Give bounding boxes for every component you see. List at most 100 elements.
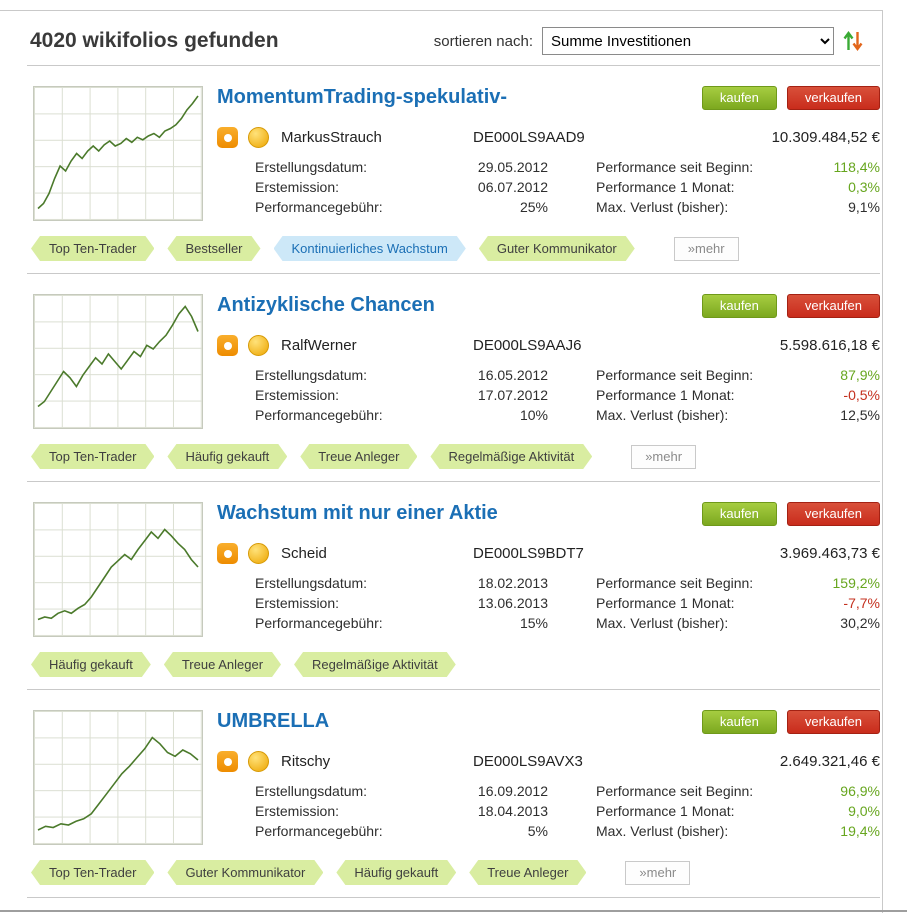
card-details: UMBRELLA kaufen verkaufen Ritschy DE000L… xyxy=(203,710,880,845)
tag-top-ten-trader[interactable]: Top Ten-Trader xyxy=(31,236,154,261)
card-main: UMBRELLA kaufen verkaufen Ritschy DE000L… xyxy=(27,710,880,845)
tag-top-ten-trader[interactable]: Top Ten-Trader xyxy=(31,444,154,469)
key-figures-row: Performancegebühr: 25% Max. Verlust (bis… xyxy=(255,197,880,217)
badge-dot-icon xyxy=(223,133,232,142)
isin-code: DE000LS9AVX3 xyxy=(473,753,583,770)
key-figures: Erstellungsdatum: 29.05.2012 Performance… xyxy=(255,157,880,217)
performance-chart-thumbnail[interactable] xyxy=(33,502,203,637)
value-issued: 06.07.2012 xyxy=(477,179,548,195)
tag-häufig-gekauft[interactable]: Häufig gekauft xyxy=(167,444,287,469)
results-header: 4020 wikifolios gefunden sortieren nach:… xyxy=(0,11,882,65)
tag-treue-anleger[interactable]: Treue Anleger xyxy=(300,444,417,469)
sparkline-chart xyxy=(37,528,199,621)
key-figures-row: Performancegebühr: 15% Max. Verlust (bis… xyxy=(255,613,880,633)
tag-kontinuierliches-wachstum[interactable]: Kontinuierliches Wachstum xyxy=(274,236,466,261)
value-issued: 13.06.2013 xyxy=(477,595,548,611)
sort-direction-icon[interactable] xyxy=(842,29,864,53)
value-perf-begin: 118,4% xyxy=(833,159,880,175)
performance-chart-thumbnail[interactable] xyxy=(33,86,203,221)
wikifolio-title-link[interactable]: UMBRELLA xyxy=(217,710,330,732)
tag-top-ten-trader[interactable]: Top Ten-Trader xyxy=(31,860,154,885)
wikifolio-title-link[interactable]: MomentumTrading-spekulativ- xyxy=(217,86,508,108)
sort-dropdown[interactable]: Summe Investitionen xyxy=(542,27,834,55)
medal-icon xyxy=(248,751,269,772)
value-created: 16.05.2012 xyxy=(477,367,548,383)
label-perf-begin: Performance seit Beginn: xyxy=(596,575,754,591)
sparkline-chart xyxy=(37,95,199,210)
buy-button[interactable]: kaufen xyxy=(701,710,777,734)
tags-row: Top Ten-Trader Häufig gekauft Treue Anlege… xyxy=(31,444,880,469)
wikifolio-card: MomentumTrading-spekulativ- kaufen verka… xyxy=(27,65,880,273)
tag-bestseller[interactable]: Bestseller xyxy=(167,236,260,261)
isin-code: DE000LS9AAJ6 xyxy=(473,337,582,354)
more-button[interactable]: »mehr xyxy=(625,860,691,885)
sparkline-chart xyxy=(37,305,199,408)
tag-treue-anleger[interactable]: Treue Anleger xyxy=(164,652,281,677)
wikifolio-card: Wachstum mit nur einer Aktie kaufen verk… xyxy=(27,481,880,689)
value-perf-month: -0,5% xyxy=(843,387,880,403)
label-issued: Erstemission: xyxy=(255,595,340,611)
isin-code: DE000LS9BDT7 xyxy=(473,545,584,562)
sell-button[interactable]: verkaufen xyxy=(786,710,880,734)
buy-button[interactable]: kaufen xyxy=(701,86,777,110)
trade-buttons: kaufen verkaufen xyxy=(701,710,880,734)
value-fee: 5% xyxy=(527,823,548,839)
results-panel: 4020 wikifolios gefunden sortieren nach:… xyxy=(0,10,883,913)
wikifolio-card: UMBRELLA kaufen verkaufen Ritschy DE000L… xyxy=(27,689,880,897)
wikifolio-title-link[interactable]: Antizyklische Chancen xyxy=(217,294,435,316)
tag-regelmäßige-aktivität[interactable]: Regelmäßige Aktivität xyxy=(294,652,456,677)
invested-amount: 5.598.616,18 € xyxy=(779,337,880,354)
wikifolio-title-link[interactable]: Wachstum mit nur einer Aktie xyxy=(217,502,498,524)
label-perf-month: Performance 1 Monat: xyxy=(596,387,735,403)
trade-buttons: kaufen verkaufen xyxy=(701,294,880,318)
label-fee: Performancegebühr: xyxy=(255,615,383,631)
wikifolio-badge-icon xyxy=(217,127,238,148)
tag-regelmäßige-aktivität[interactable]: Regelmäßige Aktivität xyxy=(430,444,592,469)
invested-amount: 2.649.321,46 € xyxy=(779,753,880,770)
value-issued: 18.04.2013 xyxy=(477,803,548,819)
trader-row: Scheid DE000LS9BDT7 3.969.463,73 € xyxy=(217,543,880,564)
more-button[interactable]: »mehr xyxy=(673,236,739,261)
sort-controls: sortieren nach: Summe Investitionen xyxy=(434,27,864,55)
trader-name[interactable]: RalfWerner xyxy=(281,337,357,354)
trade-buttons: kaufen verkaufen xyxy=(701,502,880,526)
performance-chart-thumbnail[interactable] xyxy=(33,294,203,429)
medal-icon xyxy=(248,127,269,148)
trader-name[interactable]: Scheid xyxy=(281,545,327,562)
tag-häufig-gekauft[interactable]: Häufig gekauft xyxy=(336,860,456,885)
key-figures-row: Erstemission: 18.04.2013 Performance 1 M… xyxy=(255,801,880,821)
trader-row: MarkusStrauch DE000LS9AAD9 10.309.484,52… xyxy=(217,127,880,148)
tag-treue-anleger[interactable]: Treue Anleger xyxy=(469,860,586,885)
medal-icon xyxy=(248,543,269,564)
sell-button[interactable]: verkaufen xyxy=(786,502,880,526)
more-button[interactable]: »mehr xyxy=(631,444,697,469)
value-fee: 25% xyxy=(519,199,548,215)
buy-button[interactable]: kaufen xyxy=(701,502,777,526)
key-figures: Erstellungsdatum: 16.05.2012 Performance… xyxy=(255,365,880,425)
sell-button[interactable]: verkaufen xyxy=(786,294,880,318)
results-count: 4020 wikifolios gefunden xyxy=(30,29,279,52)
value-perf-begin: 96,9% xyxy=(840,783,880,799)
trader-name[interactable]: Ritschy xyxy=(281,753,331,770)
tag-guter-kommunikator[interactable]: Guter Kommunikator xyxy=(479,236,635,261)
tags-row: Top Ten-Trader Bestseller Kontinuierliches… xyxy=(31,236,880,261)
label-issued: Erstemission: xyxy=(255,803,340,819)
buy-button[interactable]: kaufen xyxy=(701,294,777,318)
label-created: Erstellungsdatum: xyxy=(255,159,368,175)
badge-dot-icon xyxy=(223,549,232,558)
value-fee: 15% xyxy=(519,615,548,631)
label-fee: Performancegebühr: xyxy=(255,823,383,839)
badge-dot-icon xyxy=(223,341,232,350)
sell-button[interactable]: verkaufen xyxy=(786,86,880,110)
wikifolio-badge-icon xyxy=(217,751,238,772)
sort-label: sortieren nach: xyxy=(433,32,533,50)
tags-row: Häufig gekauft Treue Anleger Regelmäßige A… xyxy=(31,652,880,677)
tag-häufig-gekauft[interactable]: Häufig gekauft xyxy=(31,652,151,677)
trader-name[interactable]: MarkusStrauch xyxy=(281,129,382,146)
medal-icon xyxy=(248,335,269,356)
tag-guter-kommunikator[interactable]: Guter Kommunikator xyxy=(167,860,323,885)
key-figures-row: Erstemission: 06.07.2012 Performance 1 M… xyxy=(255,177,880,197)
performance-chart-thumbnail[interactable] xyxy=(33,710,203,845)
value-issued: 17.07.2012 xyxy=(477,387,548,403)
